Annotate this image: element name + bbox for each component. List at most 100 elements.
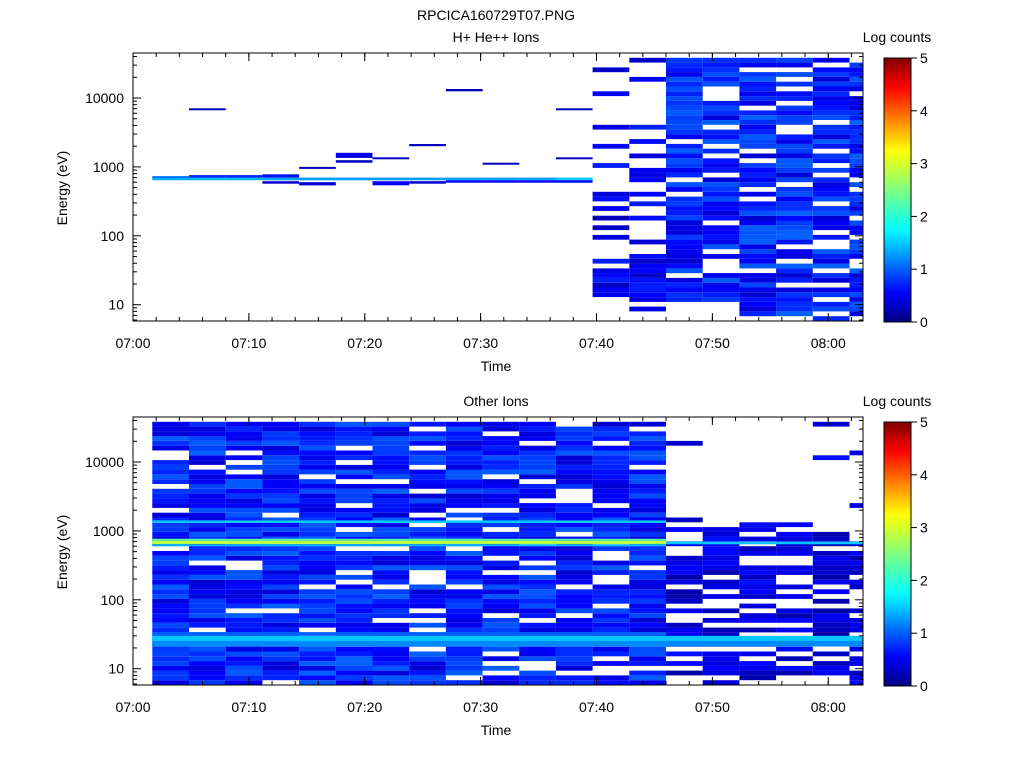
heatmap-cell [335,455,373,461]
x-tick-label: 08:00 [811,699,846,715]
colorbar-ticks: 0 1 2 3 4 5 [911,414,928,694]
heatmap-cell [335,665,373,671]
heatmap-cell [189,474,226,480]
heatmap-cell [776,153,813,159]
heatmap-cell [519,493,556,499]
heatmap-cell [335,680,373,685]
heatmap-cell [666,62,703,68]
heatmap-cell [592,292,630,298]
heatmap-cell [372,527,410,532]
heatmap-cell [482,574,520,580]
heatmap-cell [629,277,666,283]
heatmap-cell [189,469,226,475]
heatmap-cell [445,498,483,504]
heatmap-cell [262,464,300,470]
heatmap-cell [812,627,850,633]
colorbar-tick-label: 1 [920,261,928,277]
heatmap-cell [702,187,740,192]
heatmap-cell [555,560,593,566]
heatmap-cell [152,445,189,451]
heatmap-cell [812,225,850,231]
heatmap-cell [776,177,813,183]
heatmap-cell [519,464,556,470]
heatmap-cell [372,455,410,461]
heatmap-cell [702,656,740,662]
heatmap-cell [739,230,777,235]
heatmap-cell [152,584,189,590]
heatmap-cell [812,105,850,111]
heatmap-cell [555,589,593,595]
heatmap-cell [739,287,777,293]
heatmap-cell [262,507,300,513]
heatmap-cell [592,225,630,231]
heatmap-cell [189,108,226,111]
heatmap-cell [445,445,483,451]
heatmap-cell [189,512,226,518]
heatmap-cell [666,670,703,676]
heatmap-cell [335,484,373,489]
heatmap-cell [189,680,226,685]
heatmap-cell [739,263,777,269]
heatmap-cell [225,646,263,652]
heatmap-cell [189,675,226,681]
heatmap-cell [372,498,410,504]
heatmap-cell [482,646,520,652]
heatmap-cell [445,551,483,556]
heatmap-cell [482,464,520,470]
colorbar-tick-label: 2 [920,572,928,588]
heatmap-cell [666,120,703,125]
heatmap-cell [335,627,373,633]
heatmap-cell [666,72,703,77]
heatmap-cell [776,670,813,676]
heatmap-cell [592,455,630,461]
heatmap-cell [445,440,483,446]
heatmap-cell [776,230,813,235]
heatmap-cell [372,651,410,657]
x-tick-label: 07:10 [231,335,266,351]
heatmap-cell [409,598,446,604]
heatmap-cell [445,493,483,499]
heatmap-cell [849,124,863,130]
heatmap-cell [592,488,630,494]
heatmap-cell [849,292,863,298]
heatmap-cell [776,134,813,140]
heatmap-cell [335,160,373,163]
heatmap-cell [262,656,300,662]
heatmap-cell [666,565,703,571]
heatmap-cell [776,139,813,144]
heatmap-cell [299,579,336,585]
heatmap-cell [812,560,850,566]
heatmap-cell [482,450,520,456]
heatmap-cell [776,287,813,293]
heatmap-cell [372,670,410,676]
heatmap-cell [445,589,483,595]
x-axis-label: Time [481,358,512,374]
heatmap-cell [666,105,703,111]
heatmap-cell [445,603,483,609]
heatmap-cell [409,181,446,184]
heatmap-cell [152,594,189,599]
colorbar-tick-label: 5 [920,50,928,66]
heatmap-cell [262,594,300,599]
heatmap-cell [629,460,666,465]
heatmap-cell [629,560,666,566]
heatmap-cell [299,503,336,508]
heatmap-cell [739,86,777,92]
heatmap-cell [666,215,703,221]
heatmap-cell [629,191,666,197]
heatmap-cell [776,158,813,164]
heatmap-cell [849,134,863,140]
heatmap-cell [629,436,666,441]
heatmap-cell [519,627,556,633]
heatmap-cell [702,76,740,82]
heatmap-cell [739,182,777,187]
heatmap-cell [519,421,556,427]
heatmap-cell [812,589,850,595]
heatmap-cell [812,287,850,293]
heatmap-cell [849,570,863,575]
heatmap-cell [299,651,336,657]
heatmap-cell [849,220,863,226]
heatmap-cell [335,517,373,523]
heatmap-cell [812,177,850,183]
heatmap-cell [335,555,373,561]
